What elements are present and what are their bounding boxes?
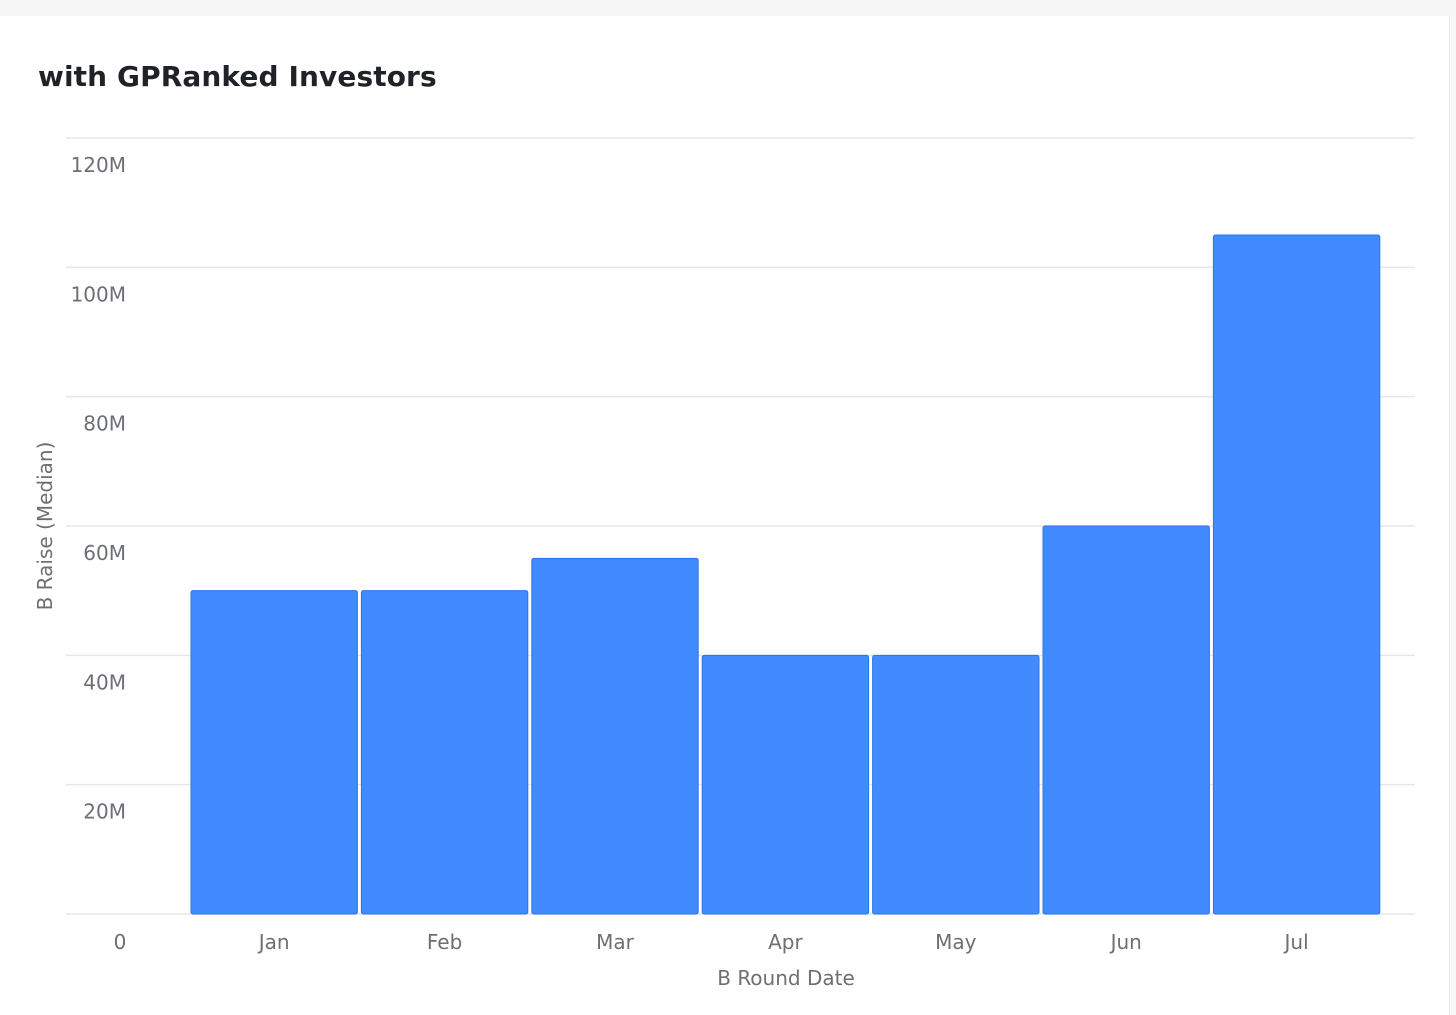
y-tick-label: 120M xyxy=(71,153,126,177)
y-tick-label: 60M xyxy=(83,541,126,565)
x-tick-label: Feb xyxy=(427,930,462,954)
x-tick-label: Mar xyxy=(596,930,635,954)
y-tick-label: 40M xyxy=(83,670,126,694)
y-axis-ticks: 0 20M 40M 60M 80M 100M 120M xyxy=(71,153,127,954)
bars xyxy=(190,234,1381,915)
x-tick-label: Apr xyxy=(768,930,803,954)
y-tick-label: 80M xyxy=(83,412,126,436)
x-tick-label: May xyxy=(935,930,977,954)
bar-feb[interactable] xyxy=(360,590,529,915)
x-tick-label: Jun xyxy=(1109,930,1142,954)
y-tick-label: 0 xyxy=(114,930,127,954)
bar-mar[interactable] xyxy=(531,557,699,915)
x-axis-title: B Round Date xyxy=(717,966,855,990)
bar-jan[interactable] xyxy=(190,590,358,915)
x-tick-label: Jan xyxy=(257,930,290,954)
y-tick-label: 100M xyxy=(71,282,126,306)
bar-may[interactable] xyxy=(872,654,1040,915)
bar-jul[interactable] xyxy=(1212,234,1381,915)
y-tick-label: 20M xyxy=(83,800,126,824)
x-axis-ticks: Jan Feb Mar Apr May Jun Jul xyxy=(257,930,1309,954)
x-tick-label: Jul xyxy=(1283,930,1309,954)
y-axis-title: B Raise (Median) xyxy=(33,442,57,611)
bar-apr[interactable] xyxy=(701,654,870,915)
bar-jun[interactable] xyxy=(1042,525,1210,915)
chart-title: with GPRanked Investors xyxy=(38,60,437,93)
